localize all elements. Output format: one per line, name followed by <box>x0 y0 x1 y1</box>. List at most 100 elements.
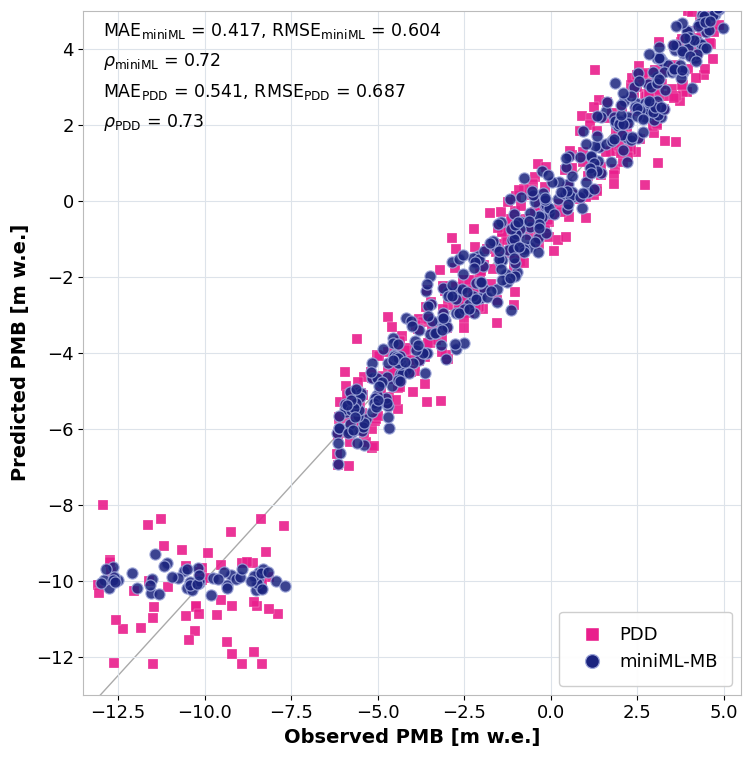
PDD <box>128 585 140 597</box>
PDD <box>675 36 687 49</box>
miniML-MB <box>333 421 345 434</box>
miniML-MB <box>609 114 621 127</box>
miniML-MB <box>509 218 521 230</box>
miniML-MB <box>193 575 205 587</box>
miniML-MB <box>677 46 689 58</box>
miniML-MB <box>376 376 388 388</box>
PDD <box>357 390 369 402</box>
PDD <box>576 110 588 122</box>
PDD <box>520 213 532 225</box>
miniML-MB <box>372 380 384 392</box>
PDD <box>502 196 514 208</box>
miniML-MB <box>153 588 165 600</box>
PDD <box>668 92 680 104</box>
miniML-MB <box>505 233 517 246</box>
PDD <box>669 40 681 52</box>
PDD <box>609 146 621 158</box>
PDD <box>524 189 536 201</box>
PDD <box>508 234 520 246</box>
PDD <box>436 346 448 358</box>
PDD <box>159 540 171 552</box>
miniML-MB <box>394 374 406 387</box>
PDD <box>459 313 471 325</box>
miniML-MB <box>622 111 634 123</box>
miniML-MB <box>345 403 357 415</box>
PDD <box>491 294 503 306</box>
miniML-MB <box>539 192 551 204</box>
PDD <box>97 499 109 511</box>
miniML-MB <box>682 25 694 37</box>
PDD <box>387 321 399 333</box>
PDD <box>420 378 432 390</box>
miniML-MB <box>540 199 552 211</box>
miniML-MB <box>637 126 649 138</box>
PDD <box>346 387 358 399</box>
miniML-MB <box>658 65 670 77</box>
miniML-MB <box>653 52 666 64</box>
miniML-MB <box>687 33 699 45</box>
miniML-MB <box>394 350 406 362</box>
PDD <box>348 421 360 433</box>
miniML-MB <box>635 105 647 117</box>
miniML-MB <box>226 569 238 581</box>
miniML-MB <box>643 48 655 60</box>
PDD <box>540 202 552 214</box>
PDD <box>410 319 422 331</box>
miniML-MB <box>365 406 378 418</box>
PDD <box>637 68 649 80</box>
PDD <box>365 366 378 378</box>
miniML-MB <box>474 292 486 304</box>
miniML-MB <box>461 287 473 299</box>
PDD <box>381 365 393 377</box>
PDD <box>669 59 681 71</box>
miniML-MB <box>651 70 663 83</box>
PDD <box>712 0 724 11</box>
PDD <box>600 146 612 158</box>
miniML-MB <box>633 75 645 87</box>
miniML-MB <box>491 283 503 296</box>
PDD <box>437 280 449 292</box>
miniML-MB <box>332 437 344 449</box>
miniML-MB <box>496 255 508 267</box>
PDD <box>468 274 480 287</box>
miniML-MB <box>621 155 633 168</box>
PDD <box>643 87 655 99</box>
miniML-MB <box>388 349 400 362</box>
miniML-MB <box>193 577 205 589</box>
miniML-MB <box>490 241 502 253</box>
PDD <box>617 117 629 130</box>
PDD <box>541 215 553 227</box>
miniML-MB <box>220 582 232 594</box>
miniML-MB <box>713 3 725 15</box>
miniML-MB <box>344 387 356 399</box>
PDD <box>590 183 602 195</box>
miniML-MB <box>485 284 497 296</box>
miniML-MB <box>487 234 499 246</box>
miniML-MB <box>561 202 573 215</box>
miniML-MB <box>333 410 345 422</box>
PDD <box>396 369 408 381</box>
miniML-MB <box>348 412 360 424</box>
PDD <box>697 6 709 18</box>
miniML-MB <box>183 576 196 588</box>
PDD <box>690 72 702 84</box>
PDD <box>674 95 686 107</box>
PDD <box>704 22 716 34</box>
PDD <box>247 557 259 569</box>
miniML-MB <box>509 270 521 282</box>
miniML-MB <box>638 97 650 109</box>
miniML-MB <box>207 572 219 584</box>
PDD <box>467 287 479 299</box>
PDD <box>494 253 506 265</box>
miniML-MB <box>574 190 586 202</box>
miniML-MB <box>381 371 393 384</box>
PDD <box>691 36 703 49</box>
PDD <box>190 601 202 613</box>
PDD <box>496 253 508 265</box>
PDD <box>561 181 573 193</box>
miniML-MB <box>650 77 663 89</box>
miniML-MB <box>477 259 489 271</box>
PDD <box>334 396 346 408</box>
miniML-MB <box>422 299 434 312</box>
PDD <box>683 43 695 55</box>
